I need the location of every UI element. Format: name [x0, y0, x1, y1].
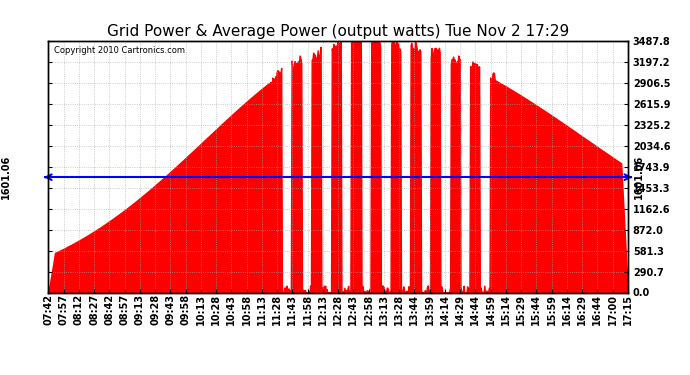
Text: 1601.06: 1601.06 [633, 155, 644, 199]
Text: 1601.06: 1601.06 [1, 155, 10, 199]
Text: Copyright 2010 Cartronics.com: Copyright 2010 Cartronics.com [54, 46, 185, 55]
Title: Grid Power & Average Power (output watts) Tue Nov 2 17:29: Grid Power & Average Power (output watts… [107, 24, 569, 39]
